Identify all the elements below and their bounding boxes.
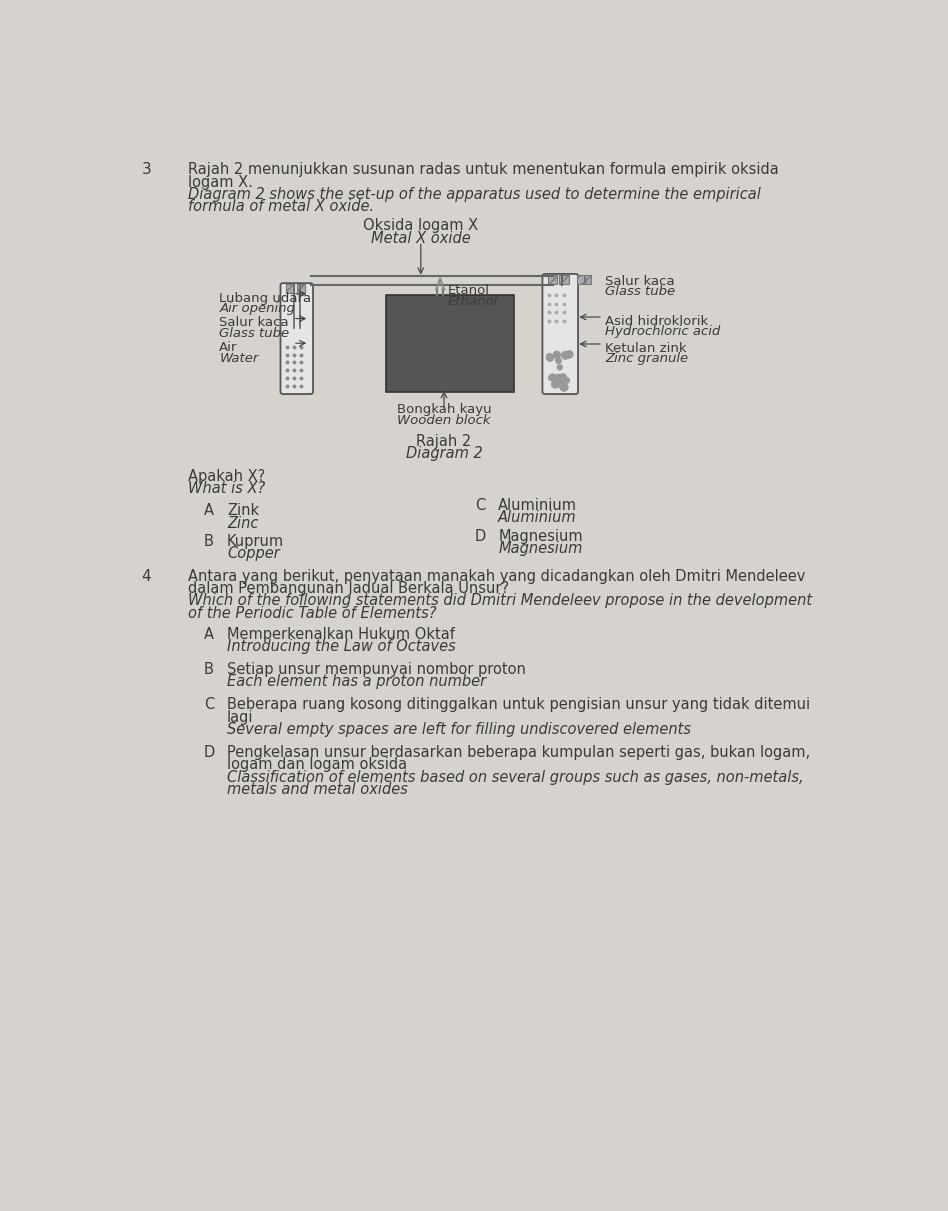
Text: B: B — [204, 662, 213, 677]
Circle shape — [546, 354, 553, 360]
Bar — [386, 295, 514, 391]
Text: Diagram 2: Diagram 2 — [406, 447, 483, 461]
Text: A: A — [204, 504, 213, 518]
Circle shape — [555, 374, 561, 381]
Bar — [559, 275, 569, 283]
Text: lagi: lagi — [227, 710, 253, 724]
Circle shape — [558, 379, 565, 385]
Text: Several empty spaces are left for filling undiscovered elements: Several empty spaces are left for fillin… — [227, 722, 691, 737]
Text: Water: Water — [219, 351, 259, 365]
Text: Which of the following statements did Dmitri Mendeleev propose in the developmen: Which of the following statements did Dm… — [189, 593, 812, 608]
Text: Magnesium: Magnesium — [499, 529, 583, 544]
Text: Glass tube: Glass tube — [605, 286, 675, 298]
Text: dalam Pembangunan Jadual Berkala Unsur?: dalam Pembangunan Jadual Berkala Unsur? — [189, 581, 509, 596]
Text: D: D — [475, 529, 486, 544]
Circle shape — [557, 365, 562, 371]
Text: C: C — [204, 698, 214, 712]
Text: 3: 3 — [142, 162, 152, 177]
Text: Salur kaca: Salur kaca — [219, 316, 289, 329]
Circle shape — [559, 373, 567, 380]
Text: Ketulan zink: Ketulan zink — [605, 342, 686, 355]
Text: Classification of elements based on several groups such as gases, non-metals,: Classification of elements based on seve… — [227, 770, 804, 785]
Text: Asid hidroklorik: Asid hidroklorik — [605, 315, 708, 328]
Bar — [286, 283, 295, 293]
Text: Memperkenalkan Hukum Oktaf: Memperkenalkan Hukum Oktaf — [227, 626, 455, 642]
Text: Copper: Copper — [227, 546, 280, 562]
Text: logam dan logam oksida: logam dan logam oksida — [227, 757, 407, 773]
Text: Aluminium: Aluminium — [499, 510, 577, 526]
Text: logam X.: logam X. — [189, 174, 253, 190]
Text: Setiap unsur mempunyai nombor proton: Setiap unsur mempunyai nombor proton — [227, 662, 526, 677]
Text: formula of metal X oxide.: formula of metal X oxide. — [189, 200, 374, 214]
Text: of the Periodic Table of Elements?: of the Periodic Table of Elements? — [189, 606, 437, 621]
Text: Metal X oxide: Metal X oxide — [371, 231, 470, 246]
Circle shape — [548, 374, 555, 381]
Text: Antara yang berikut, penyataan manakah yang dicadangkan oleh Dmitri Mendeleev: Antara yang berikut, penyataan manakah y… — [189, 569, 806, 584]
Text: Ethanol: Ethanol — [447, 294, 498, 308]
Circle shape — [552, 380, 559, 389]
Circle shape — [564, 378, 570, 384]
Text: Diagram 2 shows the set-up of the apparatus used to determine the empirical: Diagram 2 shows the set-up of the appara… — [189, 186, 761, 202]
Text: Oksida logam X: Oksida logam X — [363, 218, 479, 234]
Circle shape — [546, 355, 554, 361]
Circle shape — [556, 357, 561, 363]
Text: Kuprum: Kuprum — [227, 534, 284, 549]
Bar — [548, 275, 557, 283]
Text: A: A — [204, 626, 213, 642]
FancyBboxPatch shape — [542, 274, 578, 394]
Text: Beberapa ruang kosong ditinggalkan untuk pengisian unsur yang tidak ditemui: Beberapa ruang kosong ditinggalkan untuk… — [227, 698, 811, 712]
Text: Introducing the Law of Octaves: Introducing the Law of Octaves — [227, 639, 456, 654]
FancyBboxPatch shape — [281, 283, 313, 394]
Text: metals and metal oxides: metals and metal oxides — [227, 782, 408, 797]
Circle shape — [549, 374, 556, 380]
Bar — [297, 283, 305, 293]
Ellipse shape — [429, 295, 451, 312]
Circle shape — [559, 383, 568, 391]
Text: Lubang udara: Lubang udara — [219, 292, 311, 305]
Circle shape — [561, 351, 570, 360]
Text: B: B — [204, 534, 213, 549]
Circle shape — [559, 379, 565, 385]
Text: Wooden block: Wooden block — [397, 414, 491, 427]
Text: Air opening: Air opening — [219, 303, 295, 315]
Text: Zinc granule: Zinc granule — [605, 352, 688, 366]
Text: Pengkelasan unsur berdasarkan beberapa kumpulan seperti gas, bukan logam,: Pengkelasan unsur berdasarkan beberapa k… — [227, 745, 811, 761]
Text: Bongkah kayu: Bongkah kayu — [396, 403, 491, 417]
Text: 4: 4 — [142, 569, 152, 584]
Text: Glass tube: Glass tube — [219, 327, 289, 340]
Text: Each element has a proton number: Each element has a proton number — [227, 675, 486, 689]
Text: C: C — [475, 498, 485, 513]
Text: Salur kaca: Salur kaca — [605, 275, 675, 288]
Circle shape — [555, 380, 561, 388]
Text: Zinc: Zinc — [227, 516, 259, 530]
Text: Air: Air — [219, 342, 238, 354]
Circle shape — [553, 351, 560, 358]
Bar — [585, 275, 592, 283]
Text: Aluminium: Aluminium — [499, 498, 577, 513]
Text: What is X?: What is X? — [189, 481, 265, 497]
Circle shape — [556, 378, 565, 385]
Text: Etanol: Etanol — [447, 283, 490, 297]
Text: Rajah 2: Rajah 2 — [416, 434, 471, 449]
Bar — [577, 275, 584, 283]
Text: Hydrochloric acid: Hydrochloric acid — [605, 326, 720, 339]
Text: Apakah X?: Apakah X? — [189, 469, 265, 483]
Text: Rajah 2 menunjukkan susunan radas untuk menentukan formula empirik oksida: Rajah 2 menunjukkan susunan radas untuk … — [189, 162, 779, 177]
Circle shape — [565, 350, 574, 358]
Text: Zink: Zink — [227, 504, 259, 518]
Text: D: D — [204, 745, 215, 761]
Text: Magnesium: Magnesium — [499, 541, 583, 556]
